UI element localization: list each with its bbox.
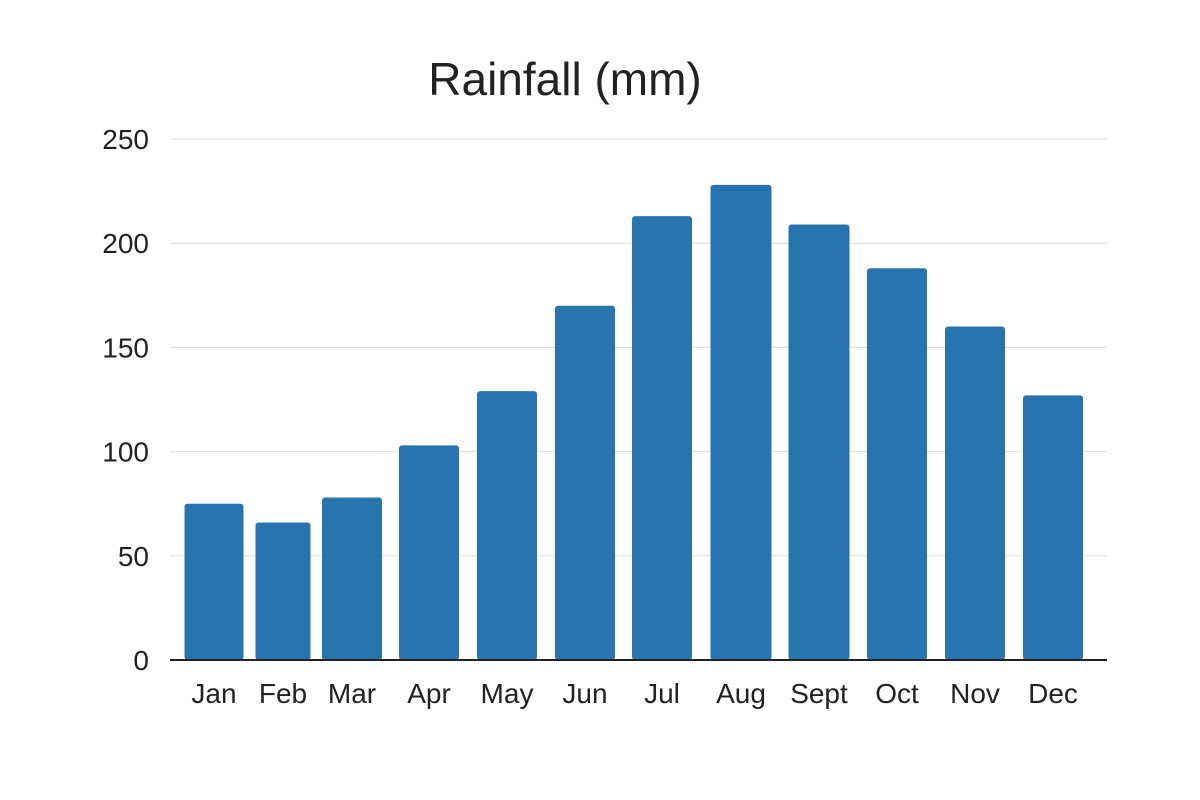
y-tick-label: 200 (102, 228, 149, 259)
y-tick-label: 50 (118, 541, 149, 572)
x-tick-label: Nov (950, 678, 1000, 709)
x-tick-label: Jul (644, 678, 680, 709)
chart-title: Rainfall (mm) (428, 53, 701, 105)
x-tick-label: Aug (716, 678, 766, 709)
y-tick-label: 0 (133, 645, 149, 676)
x-axis-ticks: Jan Feb Mar Apr May Jun Jul Aug Sept Oct Nov Dec (191, 678, 1077, 709)
y-tick-label: 100 (102, 437, 149, 468)
y-axis-ticks: 0 50 100 150 200 250 (102, 124, 149, 676)
bar-dec (1023, 395, 1083, 660)
bars (184, 184, 1083, 660)
bar-jan (184, 503, 244, 660)
x-tick-label: May (481, 678, 534, 709)
x-tick-label: Sept (790, 678, 848, 709)
bar-nov (945, 326, 1005, 660)
y-tick-label: 250 (102, 124, 149, 155)
bar-oct (867, 268, 927, 660)
bar-jul (632, 216, 692, 660)
x-tick-label: Apr (407, 678, 451, 709)
x-tick-label: Jun (562, 678, 607, 709)
x-tick-label: Oct (875, 678, 919, 709)
x-tick-label: Dec (1028, 678, 1078, 709)
x-tick-label: Feb (259, 678, 307, 709)
bar-jun (555, 305, 615, 660)
bar-mar (322, 497, 382, 660)
bar-apr (399, 445, 459, 660)
bar-may (477, 391, 537, 660)
y-tick-label: 150 (102, 332, 149, 363)
x-tick-label: Mar (328, 678, 376, 709)
bar-aug (710, 184, 772, 660)
x-tick-label: Jan (191, 678, 236, 709)
bar-feb (255, 522, 311, 660)
bar-sept (788, 224, 850, 660)
